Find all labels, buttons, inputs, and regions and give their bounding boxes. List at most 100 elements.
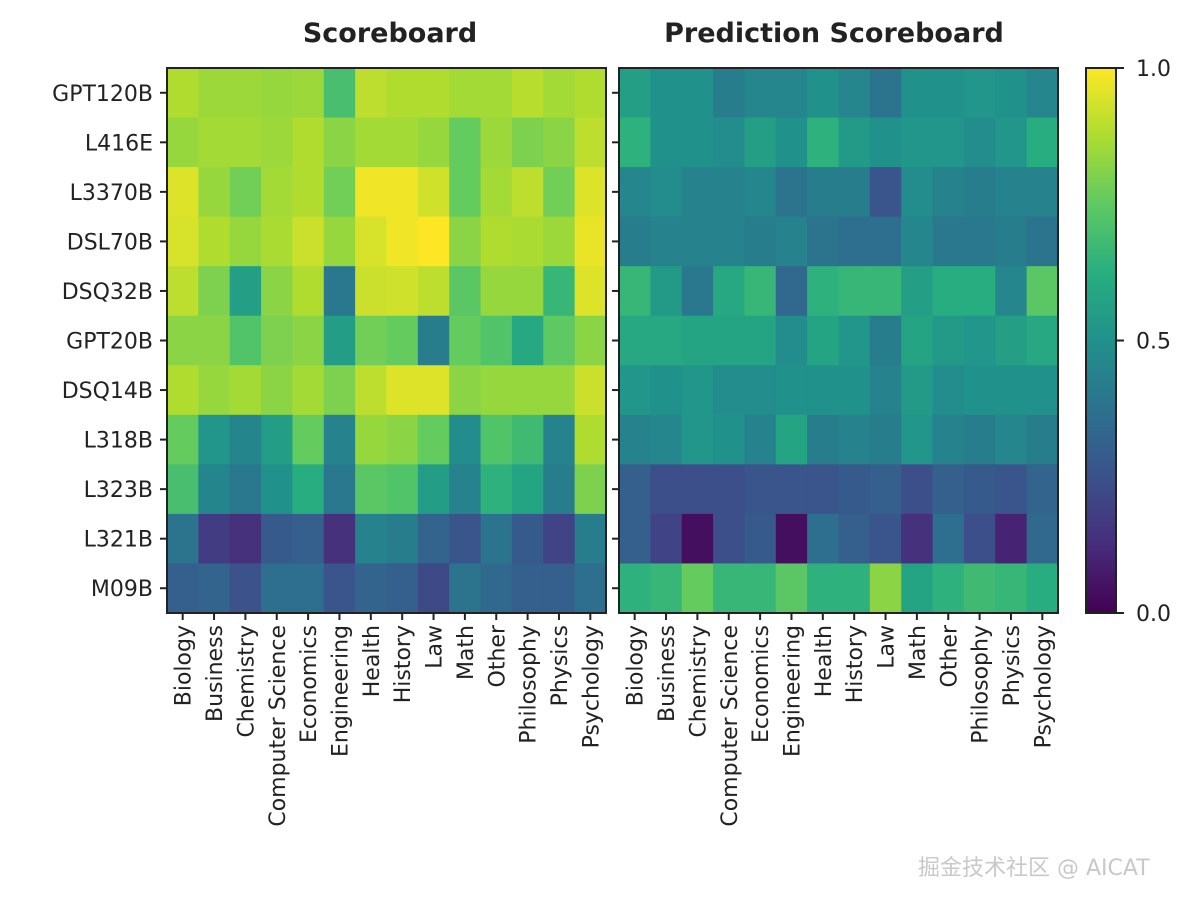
heatmap-cell (901, 167, 934, 218)
x-tick-label: Physics (1000, 625, 1025, 706)
heatmap-cell (574, 315, 607, 366)
x-tick-label: Psychology (1031, 625, 1056, 748)
heatmap-cell (869, 365, 902, 416)
heatmap-cell (1026, 266, 1059, 317)
heatmap-cell (480, 315, 513, 366)
heatmap-cell (449, 216, 482, 267)
heatmap-cell (198, 266, 231, 317)
heatmap-cell (650, 464, 683, 515)
heatmap-cell (681, 513, 714, 565)
heatmap-cell (292, 365, 325, 416)
heatmap-cell (543, 266, 576, 317)
heatmap-cell (511, 464, 544, 515)
heatmap-cell (480, 117, 513, 168)
heatmap-cell (386, 216, 419, 267)
heatmap-cell (574, 117, 607, 168)
x-tick-label: Law (875, 625, 900, 669)
heatmap-cell (261, 563, 294, 614)
heatmap-cell (869, 414, 902, 465)
heatmap-cell (292, 563, 325, 614)
heatmap-cell (574, 414, 607, 465)
heatmap-cell (995, 365, 1028, 416)
heatmap-cell (167, 266, 199, 317)
heatmap-cell (869, 315, 902, 366)
heatmap-cell (355, 563, 388, 614)
heatmap-cell (744, 315, 777, 366)
heatmap-cell (838, 414, 871, 465)
heatmap-cell (323, 513, 356, 565)
heatmap-cell (480, 464, 513, 515)
heatmap-cell (261, 266, 294, 317)
y-tick-label: M09B (91, 577, 153, 602)
heatmap-cell (323, 68, 356, 119)
heatmap-cell (901, 117, 934, 168)
heatmap-cell (355, 266, 388, 317)
heatmap-cell (650, 563, 683, 614)
heatmap-cell (511, 315, 544, 366)
heatmap-cell (386, 167, 419, 218)
heatmap-cell (480, 216, 513, 267)
heatmap-cell (619, 216, 651, 267)
heatmap-cell (1026, 117, 1059, 168)
heatmap-cell (229, 266, 262, 317)
heatmap-cell (995, 266, 1028, 317)
heatmap-cell (713, 414, 746, 465)
x-tick-label: Computer Science (266, 625, 291, 827)
heatmap-cell (417, 365, 450, 416)
heatmap-cell (511, 563, 544, 614)
heatmap-cell (511, 266, 544, 317)
heatmap-cell (417, 117, 450, 168)
x-tick-label: Philosophy (969, 625, 994, 744)
heatmap-cell (167, 365, 199, 416)
heatmap-cell (417, 68, 450, 119)
heatmap-cell (807, 315, 840, 366)
heatmap-cell (807, 167, 840, 218)
heatmap-cell (543, 414, 576, 465)
heatmap-cell (386, 315, 419, 366)
heatmap-cell (543, 513, 576, 565)
heatmap-cell (386, 414, 419, 465)
heatmap-cell (619, 266, 651, 317)
heatmap-cell (713, 464, 746, 515)
heatmap-cell (807, 365, 840, 416)
heatmap-cell (995, 68, 1028, 119)
heatmap-cell (355, 464, 388, 515)
heatmap-cell (417, 414, 450, 465)
heatmap-cell (480, 266, 513, 317)
x-tick-label: Business (203, 625, 228, 722)
heatmap-cell (838, 216, 871, 267)
y-tick-label: L321B (84, 528, 153, 553)
heatmap-cell (963, 117, 996, 168)
heatmap-cell (869, 216, 902, 267)
heatmap-cell (932, 464, 965, 515)
heatmap-cell (292, 414, 325, 465)
heatmap-cell (963, 464, 996, 515)
heatmap-cell (167, 563, 199, 614)
heatmap-cell (386, 68, 419, 119)
heatmap-cell (901, 414, 934, 465)
heatmap-cell (995, 563, 1028, 614)
heatmap-cell (713, 216, 746, 267)
heatmap-cell (198, 414, 231, 465)
heatmap-cell (807, 68, 840, 119)
heatmap-cell (650, 414, 683, 465)
heatmap-cell (995, 414, 1028, 465)
heatmap-cell (511, 216, 544, 267)
heatmap-cell (386, 513, 419, 565)
heatmap-cell (449, 414, 482, 465)
heatmap-cell (838, 563, 871, 614)
heatmap-cell (292, 464, 325, 515)
heatmap-cell (901, 365, 934, 416)
y-tick-label: L318B (84, 429, 153, 454)
colorbar-tick-label: 0.5 (1136, 330, 1171, 355)
heatmap-cell (681, 68, 714, 119)
heatmap-cell (775, 68, 808, 119)
y-tick-label: L416E (85, 131, 153, 156)
scoreboard-heatmap-cells (167, 68, 607, 614)
heatmap-cell (261, 513, 294, 565)
heatmap-cell (292, 216, 325, 267)
heatmap-cell (386, 563, 419, 614)
heatmap-cell (480, 414, 513, 465)
heatmap-cell (901, 563, 934, 614)
heatmap-cell (963, 563, 996, 614)
